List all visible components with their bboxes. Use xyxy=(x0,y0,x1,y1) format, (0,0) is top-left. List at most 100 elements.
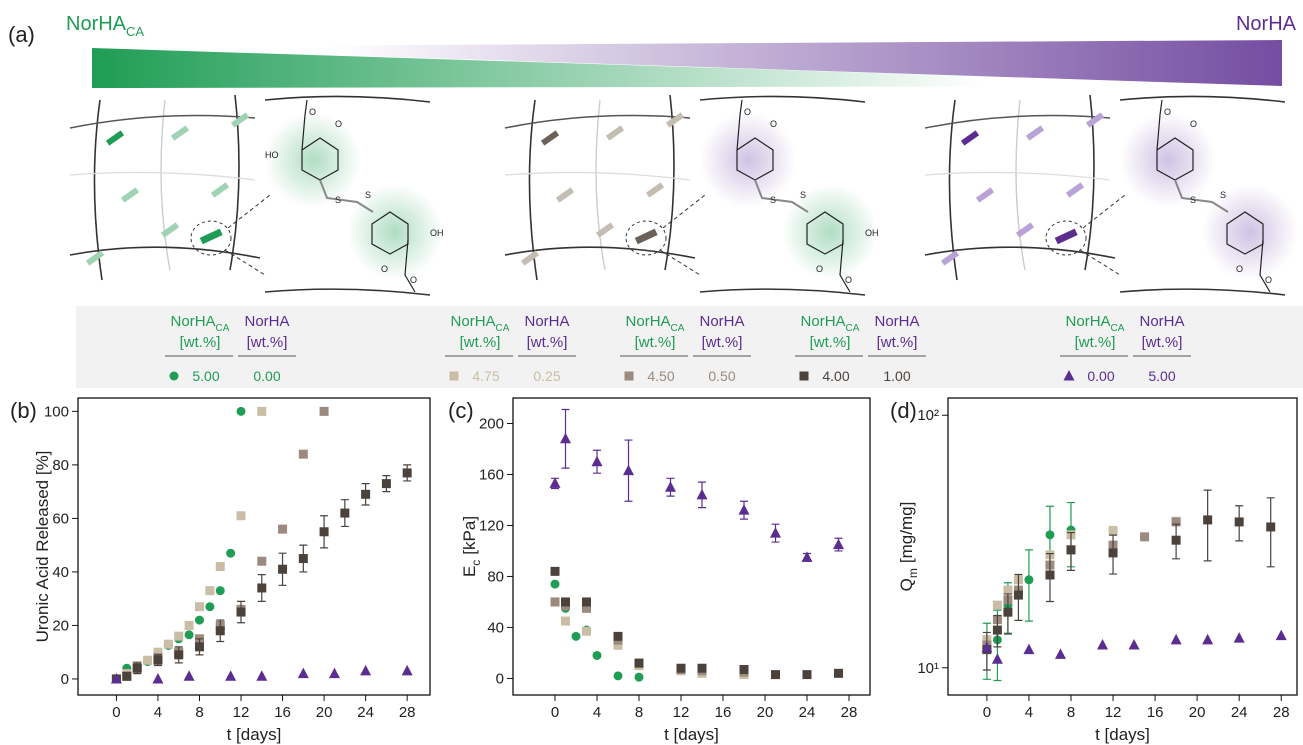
marker xyxy=(834,668,843,678)
marker xyxy=(401,664,413,676)
legend-unit: [wt.%] xyxy=(460,334,501,351)
atom-label: O xyxy=(1190,119,1197,129)
y-tick-label: 120 xyxy=(479,517,504,534)
atom-label: O xyxy=(381,264,388,274)
marker xyxy=(981,641,993,653)
marker xyxy=(194,615,204,625)
atom-label: O xyxy=(1164,107,1171,117)
x-axis-label: t [days] xyxy=(1095,725,1150,744)
x-tick-label: 0 xyxy=(112,704,120,721)
marker xyxy=(402,468,412,478)
marker xyxy=(257,583,267,593)
marker xyxy=(1013,590,1023,600)
y-tick-label: 40 xyxy=(487,619,504,636)
marker xyxy=(634,658,644,668)
atom-label: S xyxy=(770,195,776,205)
marker xyxy=(152,672,164,684)
legend-marker xyxy=(1063,370,1075,381)
marker xyxy=(992,625,1002,635)
plot-frame xyxy=(947,397,1298,696)
atom-label: O xyxy=(1265,275,1272,285)
backbone xyxy=(699,288,866,296)
marker xyxy=(153,647,163,657)
backbone xyxy=(1119,288,1286,296)
header-main: NorHA xyxy=(451,313,496,330)
marker xyxy=(1066,545,1076,555)
panel-label: (d) xyxy=(890,398,917,423)
network-strand xyxy=(924,246,1116,259)
error-bar xyxy=(1266,497,1275,568)
crosslinker xyxy=(665,112,685,128)
marker xyxy=(676,663,686,673)
marker xyxy=(236,607,246,617)
network-strand xyxy=(504,246,696,259)
ring xyxy=(1156,137,1194,181)
legend-value: 5.00 xyxy=(1148,368,1175,384)
y-tick-label: 10¹ xyxy=(917,660,939,677)
marker xyxy=(256,670,268,681)
title-main: NorHA xyxy=(66,13,127,35)
zoom-line xyxy=(1082,194,1126,229)
crosslinker xyxy=(210,182,230,198)
marker xyxy=(1171,517,1181,527)
marker xyxy=(613,631,623,641)
x-tick-label: 4 xyxy=(1025,704,1033,721)
y-tick-label: 80 xyxy=(52,457,69,474)
marker xyxy=(184,630,194,640)
x-tick-label: 12 xyxy=(1105,704,1122,721)
x-tick-label: 28 xyxy=(399,704,416,721)
y-tick-label: 20 xyxy=(52,617,69,634)
marker xyxy=(991,653,1003,664)
marker xyxy=(205,586,215,596)
x-tick-label: 28 xyxy=(1273,704,1290,721)
bond xyxy=(1156,99,1163,151)
legend-unit: [wt.%] xyxy=(877,334,918,351)
ring xyxy=(301,137,339,181)
marker xyxy=(110,672,122,684)
marker xyxy=(226,548,236,558)
crosslinker xyxy=(595,222,615,238)
crosslinker xyxy=(634,228,658,245)
marker xyxy=(225,670,237,681)
marker xyxy=(278,524,288,534)
legend-value: 4.75 xyxy=(472,368,499,384)
marker xyxy=(184,620,194,630)
marker xyxy=(739,665,749,675)
y-tick-label: 160 xyxy=(479,466,504,483)
atom-label: OH xyxy=(430,228,444,238)
legend-marker xyxy=(449,371,459,381)
marker xyxy=(1003,585,1013,595)
ring xyxy=(736,137,774,181)
zoom-line xyxy=(1079,249,1121,276)
marker xyxy=(801,551,813,562)
marker xyxy=(236,406,246,416)
atom-label: OH xyxy=(865,228,879,238)
x-tick-label: 20 xyxy=(1189,704,1206,721)
marker xyxy=(1024,575,1034,585)
crosslinker xyxy=(160,222,180,238)
marker xyxy=(319,527,329,537)
legend-value: 0.00 xyxy=(1087,368,1114,384)
x-tick-label: 12 xyxy=(233,704,250,721)
label-sub: c xyxy=(469,560,483,566)
marker xyxy=(236,511,246,521)
marker xyxy=(1128,639,1140,650)
header-main: NorHA xyxy=(171,313,216,330)
legend-header: NorHACA xyxy=(451,313,510,334)
legend-header: NorHACA xyxy=(171,313,230,334)
atom-label: O xyxy=(816,264,823,274)
atom-label: O xyxy=(770,119,777,129)
x-tick-label: 24 xyxy=(1231,704,1248,721)
atom-label: S xyxy=(800,190,806,200)
marker xyxy=(1108,548,1118,558)
network-strand xyxy=(160,99,171,271)
marker xyxy=(1054,648,1066,659)
y-tick-label: 40 xyxy=(52,564,69,581)
x-tick-label: 4 xyxy=(593,704,601,721)
x-tick-label: 28 xyxy=(841,704,858,721)
bond xyxy=(301,99,308,151)
crosslinker xyxy=(105,130,125,146)
glow xyxy=(782,184,878,280)
atom-label: O xyxy=(1236,264,1243,274)
marker xyxy=(1234,517,1244,527)
